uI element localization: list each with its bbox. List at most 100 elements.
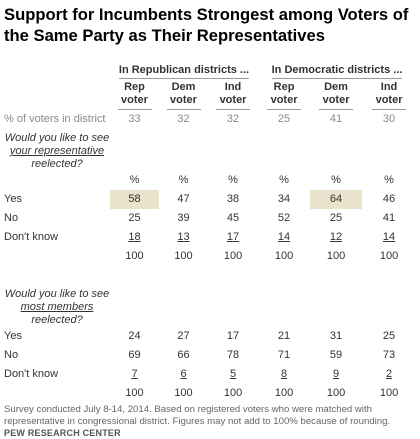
table-row: 100 100 100 100 100 100 [4, 384, 416, 403]
group-rep-districts: In Republican districts ... [110, 62, 258, 81]
value-cell: 100 [274, 250, 294, 262]
value-cell: 38 [226, 193, 240, 205]
value-cell: 52 [277, 212, 291, 224]
value-cell: 78 [226, 349, 240, 361]
row-label: Yes [4, 193, 22, 205]
value-cell: 8 [280, 368, 288, 380]
column-header: Dem voter [310, 81, 362, 110]
value-cell: 24 [128, 330, 141, 342]
value-cell: 9 [332, 368, 340, 380]
row-label: No [4, 212, 19, 224]
column-header: Ind voter [208, 81, 258, 110]
value-cell: 100 [174, 250, 193, 262]
share-cell: 32 [226, 113, 240, 125]
value-cell: 47 [177, 193, 190, 205]
column-header-text: Ind voter [372, 81, 407, 110]
value-cell: 100 [326, 387, 346, 399]
column-header: Rep voter [258, 81, 310, 110]
question-your-representative: Would you like to see your representativ… [4, 129, 416, 171]
percent-sign: % [228, 174, 238, 186]
value-cell: 14 [277, 231, 291, 243]
source-label: PEW RESEARCH CENTER [4, 428, 121, 438]
value-cell: 64 [310, 190, 363, 209]
value-cell: 5 [229, 368, 237, 380]
share-row-label: % of voters in district [4, 113, 106, 125]
value-cell: 100 [274, 387, 294, 399]
table-row: No 69 66 78 71 59 73 [4, 346, 416, 365]
question-most-members: Would you like to see most members reele… [4, 285, 416, 327]
percent-sign: % [384, 174, 394, 186]
table-row: 100 100 100 100 100 100 [4, 247, 416, 266]
value-cell: 58 [110, 190, 159, 209]
column-header-text: Dem voter [166, 81, 201, 110]
share-row: % of voters in district 33 32 32 25 41 30 [4, 110, 416, 129]
value-cell: 31 [329, 330, 343, 342]
chart-title: Support for Incumbents Strongest among V… [4, 5, 409, 45]
column-header-row: Rep voter Dem voter Ind voter Rep voter Dem voter… [4, 81, 416, 110]
share-cell: 32 [177, 113, 190, 125]
value-cell: 100 [326, 250, 346, 262]
row-label: Don't know [4, 231, 59, 243]
value-cell: 6 [180, 368, 187, 380]
percent-sign: % [178, 174, 189, 186]
value-cell: 100 [379, 387, 399, 399]
footnote: Survey conducted July 8-14, 2014. Based … [4, 404, 391, 427]
value-cell: 34 [277, 193, 291, 205]
share-cell: 41 [329, 113, 343, 125]
row-label [4, 384, 110, 403]
row-label: Yes [4, 330, 22, 342]
share-cell: 25 [277, 113, 291, 125]
data-table: In Republican districts ... In Democrati… [4, 62, 416, 403]
group-dem-districts: In Democratic districts ... [258, 62, 416, 81]
value-cell: 73 [382, 349, 396, 361]
table-row: No 25 39 45 52 25 41 [4, 209, 416, 228]
value-cell: 100 [223, 387, 243, 399]
group-header-row: In Republican districts ... In Democrati… [4, 62, 416, 81]
value-cell: 100 [223, 250, 243, 262]
column-header-text: Ind voter [216, 81, 251, 110]
value-cell: 46 [382, 193, 396, 205]
value-cell: 7 [131, 368, 138, 380]
row-label: No [4, 349, 19, 361]
value-cell: 41 [382, 212, 396, 224]
percent-sign: % [129, 174, 140, 186]
value-cell: 25 [329, 212, 343, 224]
value-cell: 69 [128, 349, 141, 361]
question-your-representative-text: Would you like to see your representativ… [4, 132, 110, 170]
value-cell: 17 [226, 330, 240, 342]
share-cell: 33 [128, 113, 141, 125]
value-cell: 39 [177, 212, 190, 224]
value-cell: 100 [125, 250, 144, 262]
value-cell: 100 [125, 387, 144, 399]
value-cell: 100 [174, 387, 193, 399]
value-cell: 27 [177, 330, 190, 342]
value-cell: 12 [329, 231, 343, 243]
table-row: Yes 24 27 17 21 31 25 [4, 327, 416, 346]
value-cell: 71 [277, 349, 291, 361]
value-cell: 18 [128, 231, 141, 243]
column-header-text: Rep voter [117, 81, 152, 110]
column-header: Ind voter [362, 81, 416, 110]
value-cell: 14 [382, 231, 396, 243]
percent-sign: % [331, 174, 341, 186]
column-header: Dem voter [159, 81, 208, 110]
value-cell: 21 [277, 330, 291, 342]
table-row: Yes 58 47 38 34 64 46 [4, 190, 416, 209]
value-cell: 13 [177, 231, 190, 243]
row-label: Don't know [4, 368, 59, 380]
share-cell: 30 [382, 113, 396, 125]
table-row: Don't know 18 13 17 14 12 14 [4, 228, 416, 247]
column-header-text: Rep voter [267, 81, 302, 110]
value-cell: 66 [177, 349, 190, 361]
value-cell: 100 [379, 250, 399, 262]
percent-sign: % [279, 174, 289, 186]
value-cell: 17 [226, 231, 240, 243]
value-cell: 25 [382, 330, 396, 342]
column-header-text: Dem voter [319, 81, 354, 110]
value-cell: 45 [226, 212, 240, 224]
percent-sign-row: %%%%%% [4, 171, 416, 190]
value-cell: 25 [128, 212, 141, 224]
row-label [4, 247, 110, 266]
question-most-members-text: Would you like to see most members reele… [4, 288, 110, 326]
value-cell: 2 [385, 368, 393, 380]
